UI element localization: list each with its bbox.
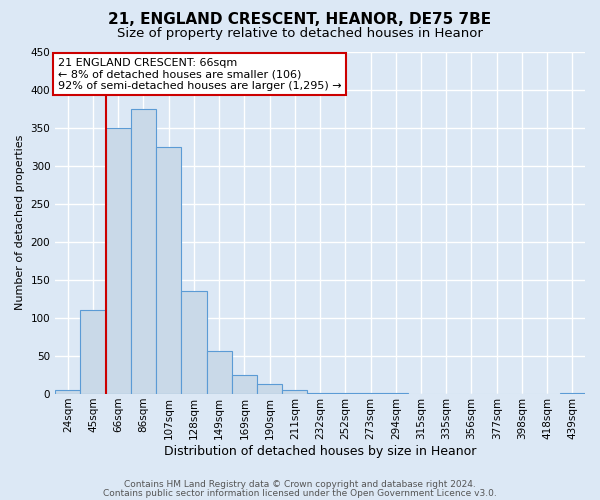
Text: 21, ENGLAND CRESCENT, HEANOR, DE75 7BE: 21, ENGLAND CRESCENT, HEANOR, DE75 7BE: [109, 12, 491, 28]
Bar: [80, 310, 106, 394]
Bar: [358, 392, 383, 394]
Text: Size of property relative to detached houses in Heanor: Size of property relative to detached ho…: [117, 28, 483, 40]
Bar: [55, 390, 80, 394]
Bar: [181, 292, 206, 394]
Bar: [106, 128, 131, 394]
Bar: [307, 392, 332, 394]
Bar: [232, 375, 257, 394]
Bar: [282, 390, 307, 394]
Text: 21 ENGLAND CRESCENT: 66sqm
← 8% of detached houses are smaller (106)
92% of semi: 21 ENGLAND CRESCENT: 66sqm ← 8% of detac…: [58, 58, 341, 91]
X-axis label: Distribution of detached houses by size in Heanor: Distribution of detached houses by size …: [164, 444, 476, 458]
Bar: [332, 392, 358, 394]
Text: Contains public sector information licensed under the Open Government Licence v3: Contains public sector information licen…: [103, 488, 497, 498]
Bar: [131, 108, 156, 394]
Y-axis label: Number of detached properties: Number of detached properties: [15, 135, 25, 310]
Text: Contains HM Land Registry data © Crown copyright and database right 2024.: Contains HM Land Registry data © Crown c…: [124, 480, 476, 489]
Bar: [257, 384, 282, 394]
Bar: [206, 350, 232, 394]
Bar: [156, 146, 181, 394]
Bar: [560, 392, 585, 394]
